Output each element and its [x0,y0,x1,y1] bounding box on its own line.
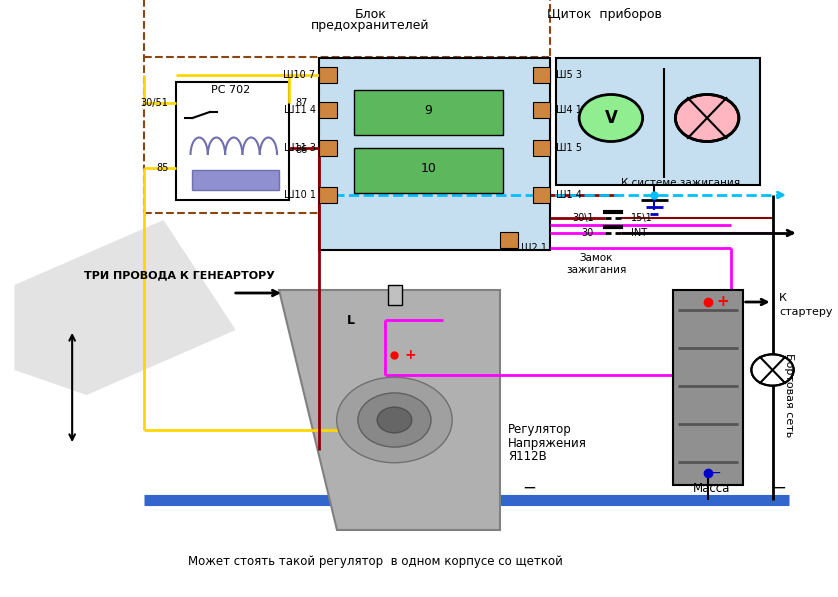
Text: Напряжения: Напряжения [508,436,587,450]
Bar [533,102,551,118]
Circle shape [752,355,794,386]
Text: −: − [773,479,786,497]
Text: Ш1 5: Ш1 5 [556,143,582,153]
Text: −: − [522,479,536,497]
Bar [533,67,551,83]
Circle shape [337,377,453,463]
Text: 86: 86 [295,145,308,155]
Text: предохранителей: предохранителей [311,20,430,32]
Text: зажигания: зажигания [566,265,627,275]
Text: Может стоять такой регулятор  в одном корпусе со щеткой: Может стоять такой регулятор в одном кор… [188,555,562,568]
Text: Я112В: Я112В [508,450,546,463]
Text: 15\1: 15\1 [631,213,653,223]
Bar [319,187,337,203]
Text: L: L [347,313,355,327]
Bar [193,170,279,190]
Text: Бортовая сеть: Бортовая сеть [784,353,794,437]
Circle shape [358,393,431,447]
Text: Ш10 7: Ш10 7 [283,70,316,80]
Text: +: + [716,294,729,309]
Text: Ш4 1: Ш4 1 [556,105,582,115]
Bar [176,82,288,200]
Text: 9: 9 [424,103,432,116]
Text: 30: 30 [582,228,593,238]
Bar [674,290,742,485]
Circle shape [579,94,643,141]
Text: К системе зажигания: К системе зажигания [621,178,740,188]
Text: Ш11 4: Ш11 4 [283,105,316,115]
Text: Регулятор: Регулятор [508,423,572,436]
Text: стартеру: стартеру [779,307,833,317]
Text: Блок: Блок [354,8,386,20]
Text: Щиток  приборов: Щиток приборов [546,7,662,20]
Text: +: + [404,348,416,362]
Text: Ш5 3: Ш5 3 [556,70,582,80]
Bar [500,232,518,248]
Polygon shape [14,220,235,395]
Bar [319,140,337,156]
Text: 30\1: 30\1 [572,213,593,223]
Text: 10: 10 [420,162,436,174]
Text: 85: 85 [156,163,168,173]
Bar [354,90,503,135]
Text: Масса: Масса [693,482,730,494]
Bar [319,58,551,250]
Bar [144,0,551,213]
Text: Замок: Замок [580,253,613,263]
Polygon shape [279,290,500,530]
Text: Ш11 3: Ш11 3 [283,143,316,153]
Circle shape [675,94,739,141]
Text: V: V [604,109,618,127]
Bar [556,58,760,185]
Bar [319,67,337,83]
Bar [533,140,551,156]
Text: Ш10 1: Ш10 1 [283,190,316,200]
Text: РС 702: РС 702 [211,85,251,95]
Bar [533,187,551,203]
Circle shape [377,407,411,433]
Bar [388,285,402,305]
Text: INT: INT [631,228,647,238]
Bar [354,148,503,193]
Bar [319,102,337,118]
Text: −: − [710,466,722,480]
Text: К: К [779,293,787,303]
Text: 30/51: 30/51 [141,98,168,108]
Text: Ш2 1: Ш2 1 [521,243,547,253]
Text: Ш1 4: Ш1 4 [556,190,582,200]
Text: 87: 87 [295,98,308,108]
Text: ТРИ ПРОВОДА К ГЕНЕАРТОРУ: ТРИ ПРОВОДА К ГЕНЕАРТОРУ [84,270,274,280]
